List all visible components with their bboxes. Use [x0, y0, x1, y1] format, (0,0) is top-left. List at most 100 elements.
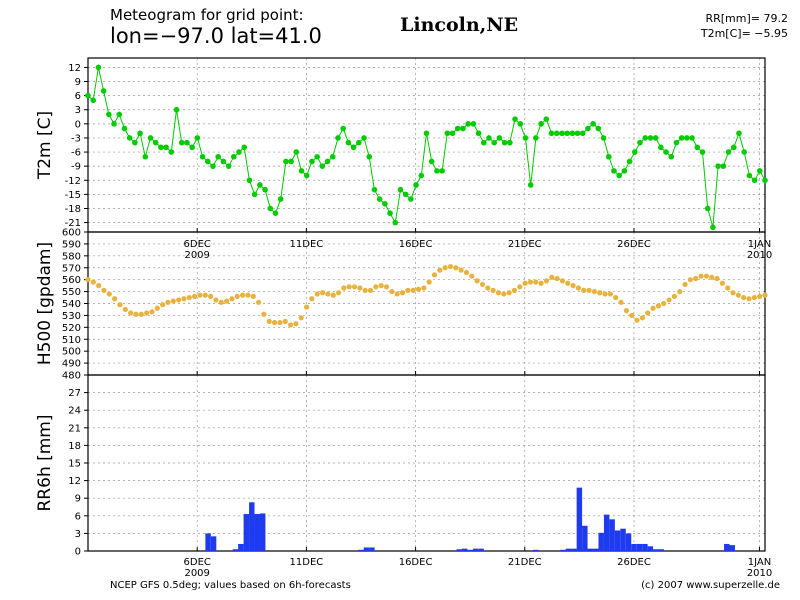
h500-point [442, 265, 448, 271]
mean-temperature-stat: T2m[C]= −5.95 [700, 27, 788, 40]
rr6h-bar [598, 532, 604, 551]
y-tick-label: 550 [62, 287, 81, 298]
t2m-point [350, 144, 357, 151]
rr6h-bar [620, 528, 626, 551]
rr6h-bar [532, 549, 539, 551]
t2m-point [329, 153, 336, 160]
t2m-point [741, 149, 747, 155]
y-tick-label: 3 [75, 105, 81, 116]
h500-point [383, 284, 390, 290]
x-tick-label: 16DEC [399, 557, 433, 568]
h500-point [373, 284, 379, 290]
h500-point [469, 273, 475, 279]
x-tick-year: 2009 [184, 568, 209, 579]
h500-point [96, 283, 102, 289]
t2m-point [126, 135, 133, 141]
h500-point [517, 284, 523, 290]
t2m-point [382, 200, 388, 207]
t2m-point [658, 144, 664, 151]
t2m-point [736, 130, 742, 137]
t2m-point [605, 153, 612, 160]
h500-point [341, 285, 347, 291]
h500-point [533, 279, 539, 285]
h500-point [746, 296, 752, 302]
rr6h-bar [647, 546, 654, 551]
h500-point [757, 293, 763, 299]
x-tick-label: 21DEC [508, 557, 542, 568]
t2m-point [533, 135, 539, 141]
t2m-point [225, 163, 232, 169]
h500-point [725, 285, 731, 291]
t2m-point [507, 139, 513, 146]
x-tick-label: 1JAN [748, 557, 771, 568]
t2m-point [460, 125, 466, 132]
y-tick-label: 520 [62, 323, 81, 334]
t2m-point [251, 191, 258, 198]
t2m-point [673, 139, 680, 146]
h500-point [335, 290, 342, 296]
h500-point [506, 290, 512, 296]
t2m-point [361, 135, 367, 141]
h500-point [581, 287, 587, 293]
y-tick-label: 0 [75, 119, 81, 130]
t2m-point [689, 135, 695, 141]
y-tick-label: 27 [68, 388, 81, 399]
t2m-point [319, 163, 326, 169]
rr6h-bar [724, 543, 730, 551]
t2m-point [699, 149, 706, 155]
h500-point [149, 309, 155, 315]
t2m-point [428, 158, 435, 165]
h500-point [682, 281, 688, 288]
rr6h-bar [587, 548, 594, 551]
t2m-point [387, 210, 393, 216]
meteogram-title: Meteogram for grid point: [110, 6, 304, 24]
h500-point [655, 303, 661, 309]
t2m-point [668, 153, 675, 160]
h500-point [362, 287, 368, 293]
y-tick-label: -6 [71, 148, 81, 159]
h500-point [138, 311, 144, 317]
t2m-point [439, 168, 445, 174]
t2m-point [569, 130, 576, 137]
h500-point [447, 263, 454, 270]
h500-point [639, 315, 645, 321]
t2m-point [632, 149, 638, 155]
x-tick-label: 6DEC [184, 557, 211, 568]
h500-point [250, 293, 256, 299]
h500-point [176, 297, 182, 303]
t2m-point [454, 125, 461, 132]
y-tick-label: 580 [62, 251, 81, 262]
t2m-point [366, 153, 373, 160]
x-tick-label: 16DEC [399, 239, 433, 250]
t2m-point [371, 186, 378, 193]
t2m-point [475, 130, 482, 137]
t2m-point [111, 121, 117, 127]
rr6h-bar [609, 519, 615, 551]
h500-point [106, 291, 112, 297]
t2m-point [512, 116, 518, 122]
t2m-point [647, 135, 654, 141]
y-tick-label: 510 [62, 335, 81, 346]
t2m-point [314, 153, 320, 160]
t2m-point [95, 64, 102, 71]
rr6h-bar [249, 502, 255, 551]
rr6h-bar [232, 549, 239, 551]
data-source-note: NCEP GFS 0.5deg; values based on 6h-fore… [110, 580, 351, 591]
h500-point [133, 311, 139, 317]
y-tick-label: -12 [65, 176, 81, 187]
h500-point [527, 279, 534, 285]
t2m-point [340, 125, 346, 132]
h500-point [703, 273, 709, 279]
t2m-point [137, 130, 143, 137]
t2m-point [257, 182, 263, 188]
t2m-point [303, 172, 310, 179]
t2m-point [574, 130, 581, 137]
rr6h-bar [658, 549, 664, 551]
h500-point [661, 300, 667, 307]
h500-point [719, 280, 725, 286]
t2m-point [220, 158, 227, 165]
t2m-point [730, 144, 737, 151]
h500-point [378, 283, 384, 289]
t2m-point [465, 121, 471, 127]
